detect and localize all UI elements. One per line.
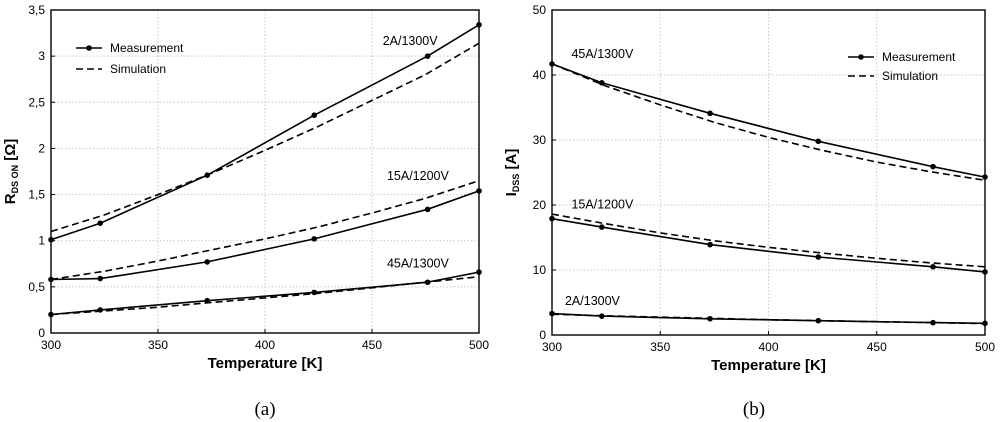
simulation-line-5	[50, 275, 480, 316]
y-axis-title-unit: [A]	[503, 149, 520, 174]
series-annotation: 2A/1300V	[565, 294, 621, 308]
series-annotation: 45A/1300V	[387, 256, 450, 270]
measurement-point	[930, 163, 936, 170]
simulation-line-1	[551, 63, 986, 182]
legend-measurement-marker	[86, 45, 92, 51]
simulation-line-3	[551, 213, 986, 268]
y-axis-title-unit: [Ω]	[2, 139, 19, 165]
y-axis-title-main: R	[2, 193, 19, 204]
y-tick-label: 30	[533, 133, 547, 147]
y-tick-label: 3	[38, 49, 45, 63]
measurement-point	[815, 138, 822, 145]
y-tick-label: 2	[38, 141, 45, 155]
measurement-line-0	[50, 24, 480, 241]
legend: Measurement Simulation	[848, 50, 956, 83]
x-tick-label: 350	[148, 338, 168, 352]
measurement-line-2	[551, 217, 986, 273]
x-tick-label: 400	[255, 338, 275, 352]
series-annotation: 15A/1200V	[571, 197, 634, 211]
measurement-point	[930, 319, 936, 326]
x-axis-title: Temperature [K]	[711, 357, 826, 374]
simulation-line-5	[551, 313, 986, 325]
measurement-point	[204, 259, 211, 265]
measurement-point	[424, 53, 431, 59]
measurement-point	[707, 110, 713, 117]
panel-caption: (b)	[743, 399, 765, 420]
x-tick-label: 350	[650, 340, 670, 354]
legend-simulation-label: Simulation	[882, 69, 938, 83]
measurement-point	[707, 241, 713, 248]
legend-measurement-label: Measurement	[110, 41, 184, 55]
y-tick-label: 3,5	[28, 3, 45, 17]
y-tick-label: 0,5	[28, 280, 45, 294]
measurement-point	[97, 220, 104, 226]
legend-simulation-label: Simulation	[110, 62, 166, 76]
chart-a: 300 350 400 450 500 0 0,5 1 1,5 2 2,5 3 3,5 Temperatu…	[2, 3, 489, 420]
simulation-line-3	[50, 179, 480, 281]
y-axis-title-main: I	[503, 192, 520, 196]
y-tick-label: 1,5	[28, 188, 45, 202]
y-tick-label: 2,5	[28, 95, 45, 109]
legend: Measurement Simulation	[76, 41, 184, 76]
x-tick-label: 300	[542, 340, 562, 354]
measurement-point	[598, 224, 605, 230]
measurement-point	[815, 254, 822, 260]
series-annotation: 45A/1300V	[571, 47, 634, 61]
measurement-point	[424, 206, 431, 213]
measurement-point	[311, 289, 318, 296]
y-tick-label: 0	[38, 326, 45, 340]
legend-measurement-label: Measurement	[882, 50, 956, 64]
x-tick-label: 500	[469, 338, 489, 352]
y-tick-label: 10	[533, 263, 547, 277]
measurement-line-0	[551, 63, 986, 178]
x-tick-label: 450	[867, 340, 887, 354]
panel-caption: (a)	[254, 399, 275, 420]
y-tick-label: 20	[533, 198, 547, 212]
simulation-line-1	[50, 42, 480, 233]
x-tick-label: 500	[975, 340, 995, 354]
y-tick-label: 40	[533, 68, 547, 82]
measurement-line-2	[50, 190, 480, 281]
series-annotation: 2A/1300V	[383, 34, 439, 48]
x-tick-label: 450	[362, 338, 382, 352]
y-tick-label: 1	[38, 234, 45, 248]
y-axis-title-subscript: DS ON	[10, 165, 20, 194]
measurement-point	[930, 263, 936, 270]
x-tick-label: 400	[758, 340, 778, 354]
y-tick-label: 0	[539, 328, 546, 342]
series-annotation: 15A/1200V	[387, 169, 450, 183]
x-tick-label: 300	[41, 338, 61, 352]
measurement-point	[311, 236, 318, 242]
y-axis-title-subscript: DSS	[511, 174, 521, 193]
y-axis-title: IDSS [A]	[503, 149, 521, 197]
chart-b: 300 350 400 450 500 0 10 20 30 40 50 Temperature [K…	[503, 3, 995, 420]
x-axis-title: Temperature [K]	[208, 355, 323, 372]
legend-measurement-marker	[858, 54, 864, 60]
y-tick-label: 50	[533, 3, 547, 17]
y-axis-title: RDS ON [Ω]	[2, 139, 20, 205]
measurement-point	[311, 112, 318, 119]
measurement-point	[97, 275, 104, 282]
